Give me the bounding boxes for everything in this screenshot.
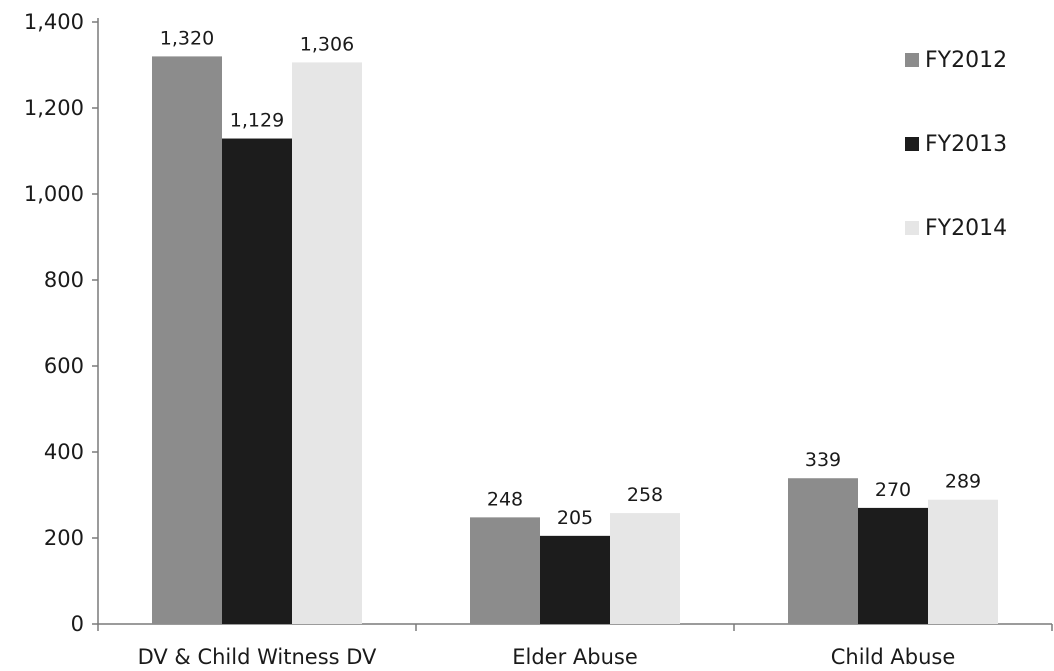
data-label: 270 xyxy=(875,479,911,501)
y-tick-label: 1,400 xyxy=(24,10,84,34)
bar-fy2012 xyxy=(788,478,858,624)
data-label: 258 xyxy=(627,484,663,506)
y-tick-label: 800 xyxy=(44,268,84,292)
legend-label: FY2012 xyxy=(925,48,1007,73)
y-tick-label: 400 xyxy=(44,440,84,464)
data-label: 1,320 xyxy=(160,27,214,49)
chart-legend: FY2012 FY2013 FY2014 xyxy=(905,48,1007,241)
y-tick-label: 200 xyxy=(44,526,84,550)
y-tick-label: 600 xyxy=(44,354,84,378)
y-tick-label: 1,000 xyxy=(24,182,84,206)
bar-fy2012 xyxy=(470,517,540,624)
chart-data-labels: 1,320 1,129 1,306 248 205 258 339 270 289 xyxy=(160,27,981,528)
legend-swatch-fy2013 xyxy=(905,137,919,151)
data-label: 205 xyxy=(557,507,593,529)
legend-label: FY2014 xyxy=(925,216,1007,241)
x-tick-label: DV & Child Witness DV xyxy=(138,645,377,669)
legend-label: FY2013 xyxy=(925,132,1007,157)
legend-swatch-fy2012 xyxy=(905,53,919,67)
chart-bars xyxy=(152,56,998,625)
legend-swatch-fy2014 xyxy=(905,221,919,235)
bar-fy2013 xyxy=(222,138,292,624)
bar-fy2012 xyxy=(152,56,222,624)
bar-fy2014 xyxy=(292,62,362,625)
data-label: 1,306 xyxy=(300,33,354,55)
bar-fy2013 xyxy=(858,507,928,624)
data-label: 289 xyxy=(945,471,981,493)
x-tick-label: Child Abuse xyxy=(831,645,956,669)
bar-fy2014 xyxy=(928,499,998,624)
y-tick-label: 0 xyxy=(71,612,84,636)
x-tick-label: Elder Abuse xyxy=(512,645,638,669)
chart-axes: 0 200 400 600 800 1,000 1,200 1,400 DV & Child W… xyxy=(24,10,1053,669)
data-label: 1,129 xyxy=(230,110,284,132)
data-label: 248 xyxy=(487,488,523,510)
y-tick-label: 1,200 xyxy=(24,96,84,120)
bar-fy2013 xyxy=(540,535,610,624)
bar-fy2014 xyxy=(610,513,680,624)
data-label: 339 xyxy=(805,449,841,471)
